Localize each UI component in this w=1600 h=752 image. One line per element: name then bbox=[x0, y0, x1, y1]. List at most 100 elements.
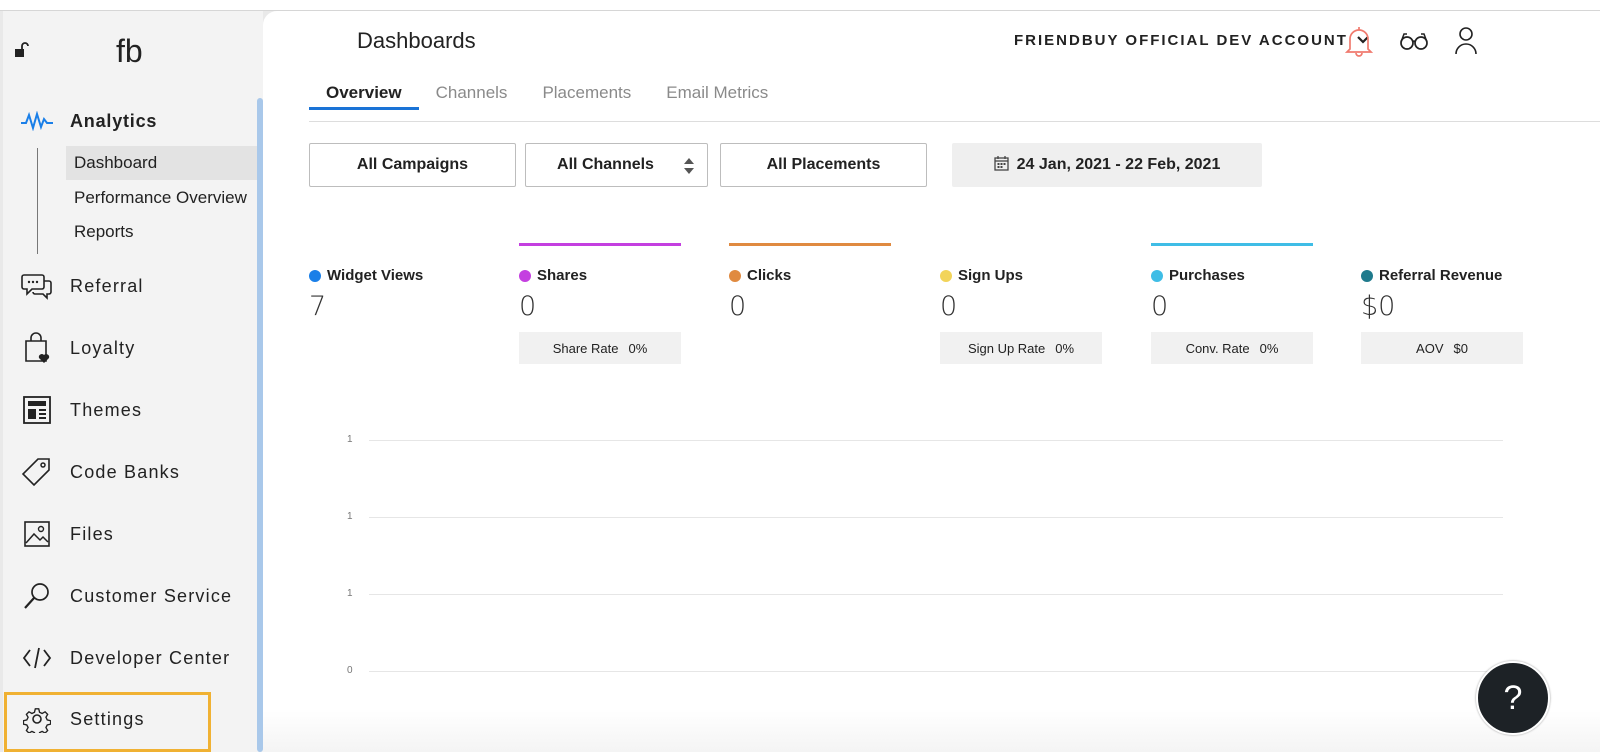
sidebar-subitem-reports[interactable]: Reports bbox=[74, 222, 134, 241]
channels-select-label: All Channels bbox=[557, 156, 654, 173]
sidebar-item-code-banks[interactable]: Code Banks bbox=[3, 450, 258, 494]
magnifier-icon bbox=[20, 579, 54, 613]
tab-bar: Overview Channels Placements Email Metri… bbox=[309, 73, 803, 121]
metric-value: $0 bbox=[1361, 291, 1396, 322]
tab-email-metrics[interactable]: Email Metrics bbox=[666, 83, 769, 102]
sidebar-scrollbar[interactable] bbox=[257, 98, 263, 752]
sidebar-item-label: Developer Center bbox=[70, 647, 231, 668]
y-tick-label: 1 bbox=[347, 511, 353, 522]
top-bar bbox=[0, 0, 1600, 11]
tab-channels[interactable]: Channels bbox=[435, 83, 508, 102]
metric-topbar bbox=[519, 243, 681, 246]
sidebar-item-label: Code Banks bbox=[70, 461, 181, 482]
sidebar-item-loyalty[interactable]: Loyalty bbox=[3, 326, 258, 370]
logo[interactable]: fb bbox=[116, 33, 143, 69]
calendar-icon bbox=[994, 155, 1009, 176]
sidebar-item-label: Loyalty bbox=[70, 337, 136, 358]
layout-icon bbox=[20, 393, 54, 427]
rate-label: Share Rate bbox=[552, 340, 619, 356]
metric-name: Clicks bbox=[747, 267, 792, 284]
metric-topbar bbox=[729, 243, 891, 246]
sidebar-item-developer-center[interactable]: Developer Center bbox=[3, 636, 258, 680]
sidebar-item-files[interactable]: Files bbox=[3, 512, 258, 556]
metric-dot bbox=[519, 269, 531, 282]
page-title: Dashboards bbox=[357, 28, 476, 53]
pulse-icon bbox=[20, 104, 54, 138]
metric-label: Widget Views bbox=[309, 267, 423, 284]
sidebar-item-label: Referral bbox=[70, 275, 144, 296]
tab-placements[interactable]: Placements bbox=[542, 83, 632, 102]
metric-value: 7 bbox=[309, 291, 327, 322]
shopping-bag-heart-icon bbox=[20, 331, 54, 365]
grid-line bbox=[369, 594, 1503, 595]
sub-nav-line bbox=[37, 148, 38, 254]
channels-select[interactable]: All Channels bbox=[525, 143, 708, 187]
metric-dot bbox=[940, 269, 952, 282]
metric-label: Referral Revenue bbox=[1361, 267, 1502, 284]
date-range-label: 24 Jan, 2021 - 22 Feb, 2021 bbox=[1016, 156, 1221, 173]
bell-icon[interactable] bbox=[1343, 25, 1375, 57]
metric-value: 0 bbox=[519, 291, 537, 322]
metric-rate: Share Rate 0% bbox=[519, 332, 681, 364]
tabs-divider bbox=[309, 121, 1600, 122]
metric-rate: Sign Up Rate 0% bbox=[940, 332, 1102, 364]
account-name: FRIENDBUY OFFICIAL DEV ACCOUNT bbox=[1014, 32, 1348, 49]
y-tick-label: 1 bbox=[347, 434, 353, 445]
code-icon bbox=[20, 641, 54, 675]
rate-value: 0% bbox=[1055, 340, 1075, 356]
sidebar-item-settings[interactable]: Settings bbox=[3, 697, 258, 741]
rate-label: AOV bbox=[1416, 340, 1444, 356]
main-panel: Dashboards FRIENDBUY OFFICIAL DEV ACCOUN… bbox=[263, 11, 1600, 752]
metric-dot bbox=[1361, 269, 1373, 282]
sidebar-subitem-dashboard[interactable]: Dashboard bbox=[66, 146, 261, 180]
sidebar-item-label: Themes bbox=[70, 399, 143, 420]
user-icon[interactable] bbox=[1450, 25, 1482, 57]
metric-label: Purchases bbox=[1151, 267, 1245, 284]
campaigns-filter[interactable]: All Campaigns bbox=[309, 143, 516, 187]
placements-filter[interactable]: All Placements bbox=[720, 143, 927, 187]
sidebar-item-analytics[interactable]: Analytics bbox=[3, 99, 258, 143]
metric-name: Widget Views bbox=[327, 267, 424, 284]
sidebar-item-referral[interactable]: Referral bbox=[3, 264, 258, 308]
metric-topbar bbox=[1151, 243, 1313, 246]
metrics-chart: 1 1 1 0 bbox=[347, 431, 1507, 701]
sidebar-item-label: Customer Service bbox=[70, 585, 233, 606]
sidebar-subitem-performance-overview[interactable]: Performance Overview bbox=[74, 188, 247, 207]
metric-rate: AOV $0 bbox=[1361, 332, 1523, 364]
sidebar-item-label: Analytics bbox=[70, 110, 158, 131]
metric-name: Sign Ups bbox=[958, 267, 1024, 284]
sidebar-item-themes[interactable]: Themes bbox=[3, 388, 258, 432]
metric-name: Referral Revenue bbox=[1379, 267, 1503, 284]
settings-highlight bbox=[4, 692, 211, 752]
image-icon bbox=[20, 517, 54, 551]
chevron-down-icon bbox=[1356, 32, 1370, 49]
tab-overview[interactable]: Overview bbox=[309, 73, 419, 110]
unlock-icon[interactable] bbox=[13, 41, 29, 59]
rate-label: Sign Up Rate bbox=[967, 340, 1046, 356]
y-tick-label: 0 bbox=[347, 665, 353, 676]
metric-value: 0 bbox=[1151, 291, 1169, 322]
metric-rate: Conv. Rate 0% bbox=[1151, 332, 1313, 364]
rate-value: 0% bbox=[1259, 340, 1279, 356]
date-range-picker[interactable]: 24 Jan, 2021 - 22 Feb, 2021 bbox=[952, 143, 1262, 187]
rate-label: Conv. Rate bbox=[1185, 340, 1250, 356]
rate-value: $0 bbox=[1453, 340, 1468, 356]
help-button[interactable]: ? bbox=[1476, 661, 1550, 735]
tag-icon bbox=[20, 455, 54, 489]
grid-line bbox=[369, 517, 1503, 518]
metric-label: Clicks bbox=[729, 267, 791, 284]
metric-value: 0 bbox=[940, 291, 958, 322]
sidebar-item-label: Settings bbox=[70, 708, 145, 729]
sidebar-item-customer-service[interactable]: Customer Service bbox=[3, 574, 258, 618]
metric-value: 0 bbox=[729, 291, 747, 322]
metric-name: Shares bbox=[537, 267, 588, 284]
grid-line bbox=[369, 671, 1503, 672]
gear-icon bbox=[20, 702, 54, 736]
account-switcher[interactable]: FRIENDBUY OFFICIAL DEV ACCOUNT bbox=[1014, 32, 1370, 49]
metric-dot bbox=[309, 269, 321, 282]
grid-line bbox=[369, 440, 1503, 441]
glasses-icon[interactable] bbox=[1398, 25, 1430, 57]
chat-bubbles-icon bbox=[20, 269, 54, 303]
y-tick-label: 1 bbox=[347, 588, 353, 599]
